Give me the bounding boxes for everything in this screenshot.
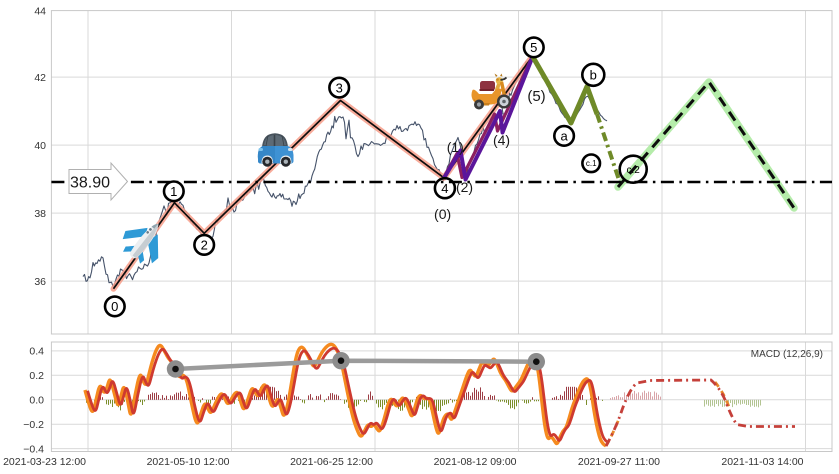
svg-text:2021-03-23 12:00: 2021-03-23 12:00: [3, 456, 86, 468]
svg-text:1: 1: [170, 184, 177, 199]
svg-text:2021-05-10 12:00: 2021-05-10 12:00: [147, 456, 230, 468]
svg-text:5: 5: [530, 40, 537, 55]
svg-text:0.2: 0.2: [29, 370, 44, 382]
svg-text:(5): (5): [527, 88, 545, 105]
svg-text:2: 2: [201, 238, 208, 253]
svg-text:−0.2: −0.2: [23, 419, 44, 431]
svg-text:(1): (1): [447, 139, 464, 155]
svg-text:c.2: c.2: [627, 165, 641, 176]
svg-text:0.4: 0.4: [29, 346, 44, 358]
svg-text:2021-09-27 11:00: 2021-09-27 11:00: [578, 456, 660, 468]
svg-text:c.1: c.1: [586, 159, 597, 168]
svg-text:36: 36: [34, 276, 46, 288]
svg-text:(2): (2): [456, 179, 473, 195]
svg-text:2021-06-25 12:00: 2021-06-25 12:00: [290, 456, 373, 468]
svg-text:(0): (0): [434, 206, 451, 222]
svg-text:42: 42: [34, 72, 46, 84]
svg-text:−0.4: −0.4: [23, 443, 44, 455]
svg-text:40: 40: [34, 140, 46, 152]
svg-text:a: a: [560, 129, 568, 144]
svg-text:38: 38: [34, 208, 46, 220]
svg-text:0.0: 0.0: [29, 395, 44, 407]
svg-text:44: 44: [34, 6, 46, 18]
svg-text:b: b: [590, 67, 597, 82]
svg-text:MACD (12,26,9): MACD (12,26,9): [751, 349, 823, 360]
svg-text:4: 4: [441, 181, 448, 196]
svg-text:38.90: 38.90: [70, 175, 110, 192]
svg-text:0: 0: [111, 299, 118, 314]
svg-text:2021-11-03 14:00: 2021-11-03 14:00: [721, 456, 803, 468]
svg-text:(4): (4): [493, 132, 510, 148]
svg-text:2021-08-12 09:00: 2021-08-12 09:00: [434, 456, 517, 468]
svg-text:3: 3: [336, 80, 343, 95]
